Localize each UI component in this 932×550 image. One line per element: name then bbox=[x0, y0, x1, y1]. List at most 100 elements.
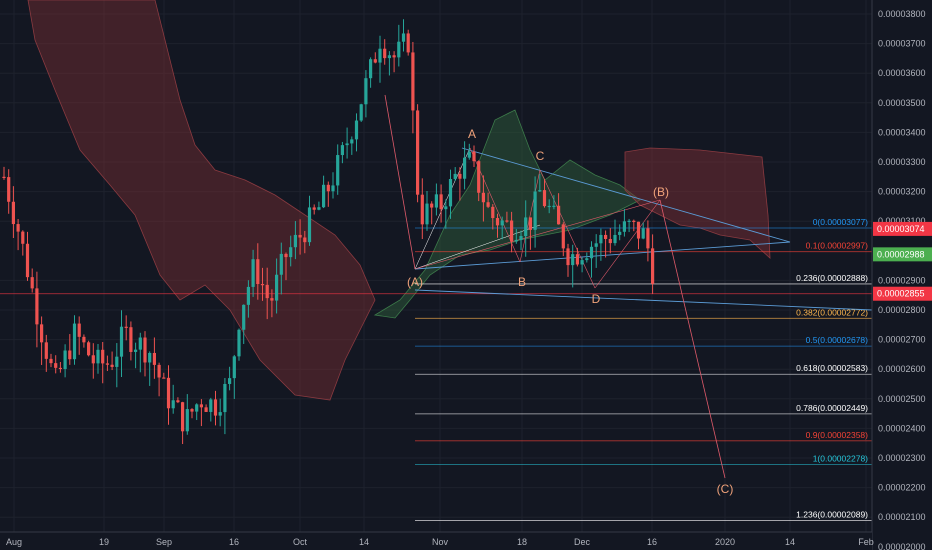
candle-body bbox=[49, 358, 53, 364]
candle-body bbox=[542, 190, 547, 207]
x-tick-label: Dec bbox=[574, 537, 591, 547]
candle-body bbox=[30, 277, 34, 289]
candle-body bbox=[416, 110, 420, 195]
price-axis[interactable]: 0.00003800 0.00003700 0.00003600 0.00003500… bbox=[878, 9, 926, 550]
candle-body bbox=[589, 246, 594, 259]
candle-body bbox=[2, 176, 6, 178]
y-tick-label: 0.00002200 bbox=[878, 483, 926, 493]
wave-label: D bbox=[592, 292, 601, 306]
candles bbox=[2, 19, 655, 445]
price-tags: 0.00003074 0.00002988 0.00002855 bbox=[873, 221, 932, 301]
candle-body bbox=[420, 194, 424, 225]
fib-level-label: 0(0.00003077) bbox=[813, 217, 868, 227]
candle-body bbox=[138, 337, 142, 350]
candle-body bbox=[195, 404, 199, 412]
candle-body bbox=[105, 363, 109, 365]
candle-body bbox=[152, 352, 156, 365]
candle-body bbox=[317, 207, 321, 210]
x-tick-label: 16 bbox=[647, 537, 657, 547]
candle-body bbox=[340, 145, 344, 156]
wave-label: (C) bbox=[717, 482, 734, 496]
ichimoku-cloud bbox=[27, 0, 771, 401]
x-tick-label: Oct bbox=[293, 537, 308, 547]
candle-body bbox=[575, 254, 579, 265]
candle-body bbox=[495, 218, 500, 226]
candle-body bbox=[110, 364, 114, 367]
candle-body bbox=[148, 352, 152, 363]
candle-body bbox=[124, 326, 128, 328]
candle-body bbox=[256, 259, 260, 285]
y-tick-label: 0.00003100 bbox=[878, 216, 926, 226]
candle-body bbox=[528, 217, 532, 230]
trend-line bbox=[659, 199, 726, 479]
y-tick-label: 0.00003700 bbox=[878, 39, 926, 49]
fib-level-label: 0.236(0.00002888) bbox=[796, 273, 868, 283]
fib-level-label: 0.382(0.00002772) bbox=[796, 307, 868, 317]
candle-body bbox=[87, 342, 91, 356]
candle-body bbox=[289, 247, 293, 258]
wave-label: A bbox=[468, 127, 476, 141]
candle-body bbox=[566, 248, 570, 266]
y-tick-label: 0.00002500 bbox=[878, 394, 926, 404]
candle-body bbox=[627, 220, 631, 222]
candle-body bbox=[622, 221, 626, 232]
candle-body bbox=[101, 349, 105, 364]
cloud-bear-right bbox=[624, 147, 771, 259]
candle-body bbox=[72, 323, 77, 360]
candle-body bbox=[491, 206, 495, 219]
candle-body bbox=[166, 377, 171, 409]
y-tick-label: 0.00002400 bbox=[878, 423, 926, 433]
candle-body bbox=[185, 409, 189, 432]
candle-body bbox=[134, 349, 138, 352]
candle-body bbox=[392, 55, 396, 58]
candle-body bbox=[279, 253, 283, 275]
y-tick-label: 0.00003200 bbox=[878, 187, 926, 197]
candle-body bbox=[119, 326, 124, 357]
candle-body bbox=[218, 412, 222, 416]
y-tick-label: 0.00002300 bbox=[878, 453, 926, 463]
candle-body bbox=[336, 155, 340, 186]
wave-label: (B) bbox=[653, 185, 669, 199]
candle-body bbox=[477, 161, 481, 193]
candle-body bbox=[7, 177, 11, 202]
candle-body bbox=[387, 55, 391, 59]
fib-level-label: 1.236(0.00002089) bbox=[796, 509, 868, 519]
y-tick-label: 0.00002800 bbox=[878, 305, 926, 315]
price-tag-label: 0.00003074 bbox=[877, 224, 925, 234]
candle-body bbox=[228, 378, 232, 384]
candle-body bbox=[406, 33, 410, 53]
candle-body bbox=[40, 324, 44, 343]
candle-body bbox=[223, 383, 227, 413]
candle-body bbox=[378, 48, 382, 63]
candle-body bbox=[632, 220, 636, 222]
candle-body bbox=[260, 284, 265, 286]
candle-body bbox=[538, 190, 542, 192]
candle-body bbox=[444, 206, 448, 210]
x-tick-label: 14 bbox=[785, 537, 795, 547]
candle-body bbox=[411, 52, 415, 111]
candle-body bbox=[68, 350, 72, 360]
y-tick-label: 0.00003500 bbox=[878, 98, 926, 108]
candle-body bbox=[519, 236, 523, 240]
candle-body bbox=[641, 228, 645, 239]
candle-body bbox=[547, 205, 551, 208]
candle-body bbox=[618, 231, 622, 235]
time-axis[interactable]: Aug 19 Sep 16 Oct 14 Nov 18 Dec 16 2020 14 Feb bbox=[6, 537, 874, 547]
candle-body bbox=[237, 329, 241, 357]
x-tick-label: 16 bbox=[229, 537, 239, 547]
candle-body bbox=[354, 120, 359, 140]
y-tick-label: 0.00003600 bbox=[878, 68, 926, 78]
candle-body bbox=[77, 323, 81, 337]
trend-line bbox=[539, 169, 596, 289]
trend-line bbox=[461, 147, 791, 243]
x-tick-label: Aug bbox=[6, 537, 22, 547]
candle-body bbox=[599, 234, 603, 244]
candle-body bbox=[35, 288, 39, 325]
cloud-bull-mid bbox=[373, 109, 641, 319]
candle-body bbox=[209, 399, 213, 412]
candle-body bbox=[580, 260, 584, 265]
candle-body bbox=[434, 194, 438, 208]
candle-body bbox=[82, 336, 86, 343]
candle-body bbox=[293, 234, 297, 248]
